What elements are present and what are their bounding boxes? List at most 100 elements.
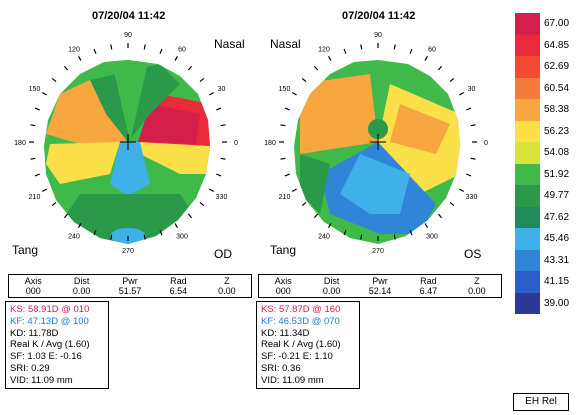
angle-tick — [466, 107, 472, 111]
scale-swatch — [515, 56, 540, 78]
stat-header: Dist — [323, 276, 340, 286]
scale-value: 51.92 — [544, 168, 570, 180]
angle-tick — [470, 157, 476, 160]
angle-tick — [34, 107, 40, 111]
stat-value: 0.00 — [218, 286, 236, 296]
left-stats-table: Axis 000 Dist 0.00 Pwr 51.57 Rad 6.54 Z 0.00 — [8, 274, 252, 298]
scale-swatch — [515, 206, 540, 228]
stat-value: 52.14 — [368, 286, 392, 296]
angle-tick — [291, 91, 297, 96]
angle-tick — [93, 48, 97, 54]
kf-value: KF: 47.13D @ 100 — [10, 315, 89, 327]
scale-swatch — [515, 13, 540, 35]
eh-rel-button[interactable]: EH Rel — [513, 393, 569, 411]
sri-value: SRI: 0.36 — [261, 362, 301, 374]
angle-tick — [393, 44, 396, 50]
angle-label: 150 — [29, 86, 41, 93]
angle-tick — [110, 234, 113, 240]
angle-tick — [437, 65, 443, 71]
scale-swatch — [515, 185, 540, 207]
scale-value: 49.77 — [544, 190, 570, 202]
left-corner-nasal: Nasal — [214, 37, 245, 51]
color-scale: 67.00 64.85 62.69 60.54 58.38 56.23 54.08 51.92… — [515, 13, 571, 314]
angle-label: 60 — [428, 47, 436, 54]
stat-value: 0.00 — [468, 286, 486, 296]
stat-header: Z — [474, 276, 480, 286]
scale-row: 51.92 — [515, 163, 571, 185]
stat-value: 6.54 — [169, 286, 188, 296]
scale-value: 39.00 — [544, 297, 570, 309]
scale-value: 43.31 — [544, 254, 570, 266]
angle-tick — [327, 55, 332, 61]
sri-value: SRI: 0.29 — [10, 362, 50, 374]
angle-tick — [393, 234, 396, 240]
angle-tick — [209, 188, 215, 193]
scale-value: 47.62 — [544, 211, 570, 223]
angle-tick — [51, 201, 57, 207]
angle-tick — [174, 223, 179, 229]
angle-tick — [159, 48, 163, 54]
angle-label: 120 — [318, 47, 330, 54]
angle-tick — [174, 55, 179, 61]
right-map-date: 07/20/04 11:42 — [342, 10, 416, 22]
angle-label: 90 — [374, 32, 382, 39]
angle-label: 300 — [426, 234, 438, 241]
angle-tick — [291, 188, 297, 193]
left-info-panel: KS: 58.91D @ 010 KF: 47.13D @ 100 KD: 11… — [5, 301, 109, 389]
angle-tick — [77, 223, 82, 229]
angle-tick — [459, 188, 465, 193]
angle-tick — [360, 44, 363, 50]
angle-label: 120 — [68, 47, 80, 54]
angle-label: 270 — [122, 248, 134, 255]
angle-tick — [30, 124, 36, 127]
kd-value: KD: 11.78D — [10, 327, 59, 339]
stat-header: Rad — [170, 276, 187, 286]
stat-value: 000 — [275, 286, 291, 296]
scale-row: 60.54 — [515, 77, 571, 99]
angle-tick — [51, 77, 57, 83]
scale-swatch — [515, 142, 540, 164]
angle-tick — [159, 230, 163, 236]
right-stats-table: Axis 000 Dist 0.00 Pwr 52.14 Rad 6.47 Z 0.00 — [258, 274, 502, 298]
angle-tick — [459, 91, 465, 96]
angle-label: 270 — [372, 248, 384, 255]
left-map-date: 07/20/04 11:42 — [92, 10, 166, 22]
sf-value: SF: -0.21 E: 1.10 — [261, 351, 333, 363]
scale-swatch — [515, 34, 540, 56]
stat-value: 0.00 — [322, 286, 341, 296]
angle-label: 90 — [124, 32, 132, 39]
scale-row: 56.23 — [515, 120, 571, 142]
angle-tick — [143, 44, 146, 50]
scale-value: 62.69 — [544, 61, 570, 73]
scale-row: 54.08 — [515, 142, 571, 164]
angle-tick — [220, 157, 226, 160]
stat-header: Axis — [274, 276, 292, 286]
scale-row: 58.38 — [515, 99, 571, 121]
angle-label: 240 — [68, 234, 80, 241]
angle-tick — [216, 107, 222, 111]
angle-label: 180 — [264, 140, 276, 147]
scale-value: 67.00 — [544, 18, 570, 30]
scale-row: 47.62 — [515, 206, 571, 228]
angle-tick — [143, 234, 146, 240]
angle-label: 30 — [468, 86, 476, 93]
angle-tick — [63, 213, 69, 219]
stat-header: Rad — [420, 276, 437, 286]
angle-tick — [41, 188, 47, 193]
scale-row: 43.31 — [515, 249, 571, 271]
angle-tick — [187, 213, 193, 219]
right-corner-eye: OS — [464, 247, 482, 261]
realk-value: Real K / Avg (1.60) — [261, 339, 341, 351]
angle-tick — [34, 173, 40, 177]
angle-tick — [343, 230, 347, 236]
angle-tick — [301, 77, 307, 83]
angle-tick — [284, 107, 290, 111]
right-corner-nasal: Nasal — [270, 37, 301, 51]
angle-label: 30 — [218, 86, 226, 93]
angle-tick — [301, 201, 307, 207]
angle-tick — [280, 124, 286, 127]
angle-label: 330 — [216, 194, 228, 201]
scale-row: 64.85 — [515, 34, 571, 56]
scale-swatch — [515, 99, 540, 121]
